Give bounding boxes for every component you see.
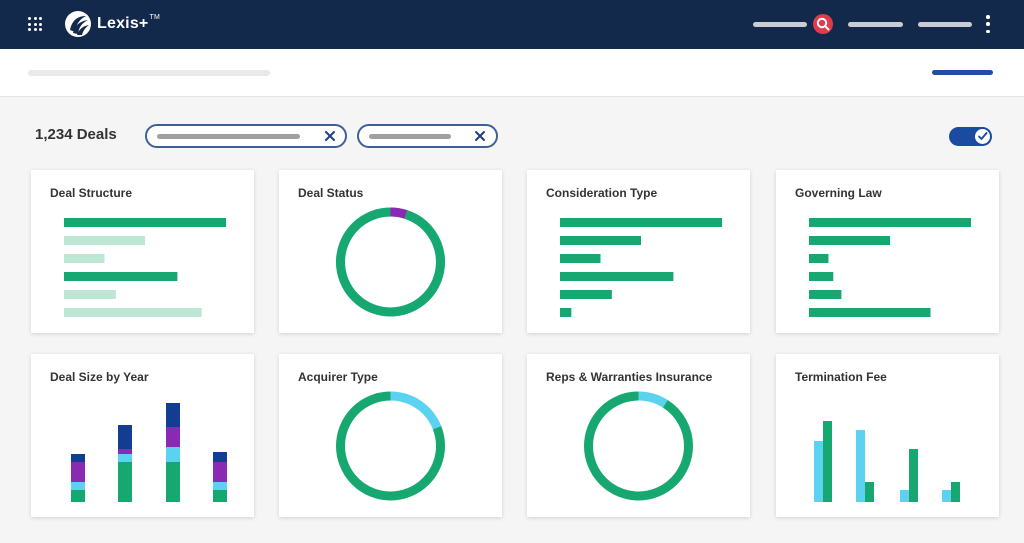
consideration-type-chart (560, 218, 722, 317)
bar (809, 308, 931, 317)
lexis-logo-icon (65, 11, 91, 37)
nav-item-3[interactable] (918, 22, 972, 27)
bar (64, 308, 202, 317)
deal-size-by-year-chart (71, 403, 227, 502)
bar (64, 254, 105, 263)
card-title: Reps & Warranties Insurance (546, 370, 713, 384)
kebab-menu-icon[interactable] (984, 15, 992, 33)
bar-segment (71, 490, 85, 502)
deal-count: 1,234 Deals (35, 126, 117, 143)
card-title: Acquirer Type (298, 370, 378, 384)
card-reps-warranties-insurance[interactable]: Reps & Warranties Insurance (527, 354, 750, 517)
filter-chip-2[interactable] (357, 124, 498, 148)
deal-structure-chart (64, 218, 226, 317)
donut-segment (584, 391, 693, 501)
bar-segment (118, 454, 132, 462)
top-navigation-bar: Lexis+TM (0, 0, 1024, 49)
bar (865, 482, 874, 502)
bar (560, 272, 674, 281)
breadcrumb (28, 70, 270, 76)
bar (909, 449, 918, 502)
card-governing-law[interactable]: Governing Law (776, 170, 999, 333)
bar (809, 272, 834, 281)
close-icon[interactable] (324, 130, 336, 142)
bar-segment (118, 425, 132, 449)
bar (823, 421, 832, 502)
bar-segment (213, 482, 227, 490)
termination-fee-chart (814, 421, 960, 502)
bar (560, 236, 641, 245)
bar (942, 490, 951, 502)
card-termination-fee[interactable]: Termination Fee (776, 354, 999, 517)
card-consideration-type[interactable]: Consideration Type (527, 170, 750, 333)
bar (64, 218, 226, 227)
bar (809, 218, 971, 227)
card-deal-size-by-year[interactable]: Deal Size by Year (31, 354, 254, 517)
bar-segment (166, 427, 180, 447)
sub-header-link[interactable] (932, 70, 993, 75)
bar-segment (166, 403, 180, 427)
bar-segment (118, 462, 132, 502)
card-title: Deal Status (298, 186, 364, 200)
bar (809, 254, 829, 263)
bar-segment (118, 449, 132, 454)
donut-segment (336, 207, 445, 317)
donut-segment (336, 391, 445, 501)
bar-segment (166, 462, 180, 502)
bar-segment (71, 482, 85, 490)
card-title: Consideration Type (546, 186, 658, 200)
filter-chip-1[interactable] (145, 124, 347, 148)
bar (560, 254, 601, 263)
apps-grid-icon[interactable] (28, 17, 42, 31)
bar (809, 236, 890, 245)
card-title: Deal Structure (50, 186, 133, 200)
nav-item-2[interactable] (848, 22, 903, 27)
bar (856, 430, 865, 502)
bar (64, 236, 145, 245)
bar (809, 290, 842, 299)
card-title: Termination Fee (795, 370, 887, 384)
nav-item-1[interactable] (753, 22, 807, 27)
bar (900, 490, 909, 502)
filter-chip-label (369, 134, 451, 139)
lexis-logo[interactable]: Lexis+TM (64, 10, 160, 38)
trademark-mark: TM (149, 14, 160, 21)
card-acquirer-type[interactable]: Acquirer Type (279, 354, 502, 517)
bar-segment (213, 452, 227, 462)
view-toggle[interactable] (949, 127, 992, 146)
bar (64, 290, 116, 299)
deal-status-chart (336, 207, 445, 317)
search-button[interactable] (813, 14, 833, 34)
toggle-knob (974, 128, 991, 145)
card-title: Deal Size by Year (50, 370, 149, 384)
search-icon (816, 17, 830, 31)
reps-warranties-insurance-chart (584, 391, 693, 501)
card-deal-status[interactable]: Deal Status (279, 170, 502, 333)
checkmark-icon (978, 132, 988, 140)
bar-segment (213, 462, 227, 482)
bar (814, 441, 823, 502)
bar (560, 308, 572, 317)
bar-segment (71, 454, 85, 462)
close-icon[interactable] (474, 130, 486, 142)
card-title: Governing Law (795, 186, 882, 200)
acquirer-type-chart (336, 391, 445, 501)
bar (560, 218, 722, 227)
card-deal-structure[interactable]: Deal Structure (31, 170, 254, 333)
bar-segment (166, 447, 180, 462)
bar-segment (213, 490, 227, 502)
bar-segment (71, 462, 85, 482)
bar (64, 272, 178, 281)
governing-law-chart (809, 218, 971, 317)
sub-header (0, 49, 1024, 97)
filter-chip-label (157, 134, 300, 139)
brand-name: Lexis+TM (97, 14, 160, 32)
bar (951, 482, 960, 502)
bar (560, 290, 612, 299)
